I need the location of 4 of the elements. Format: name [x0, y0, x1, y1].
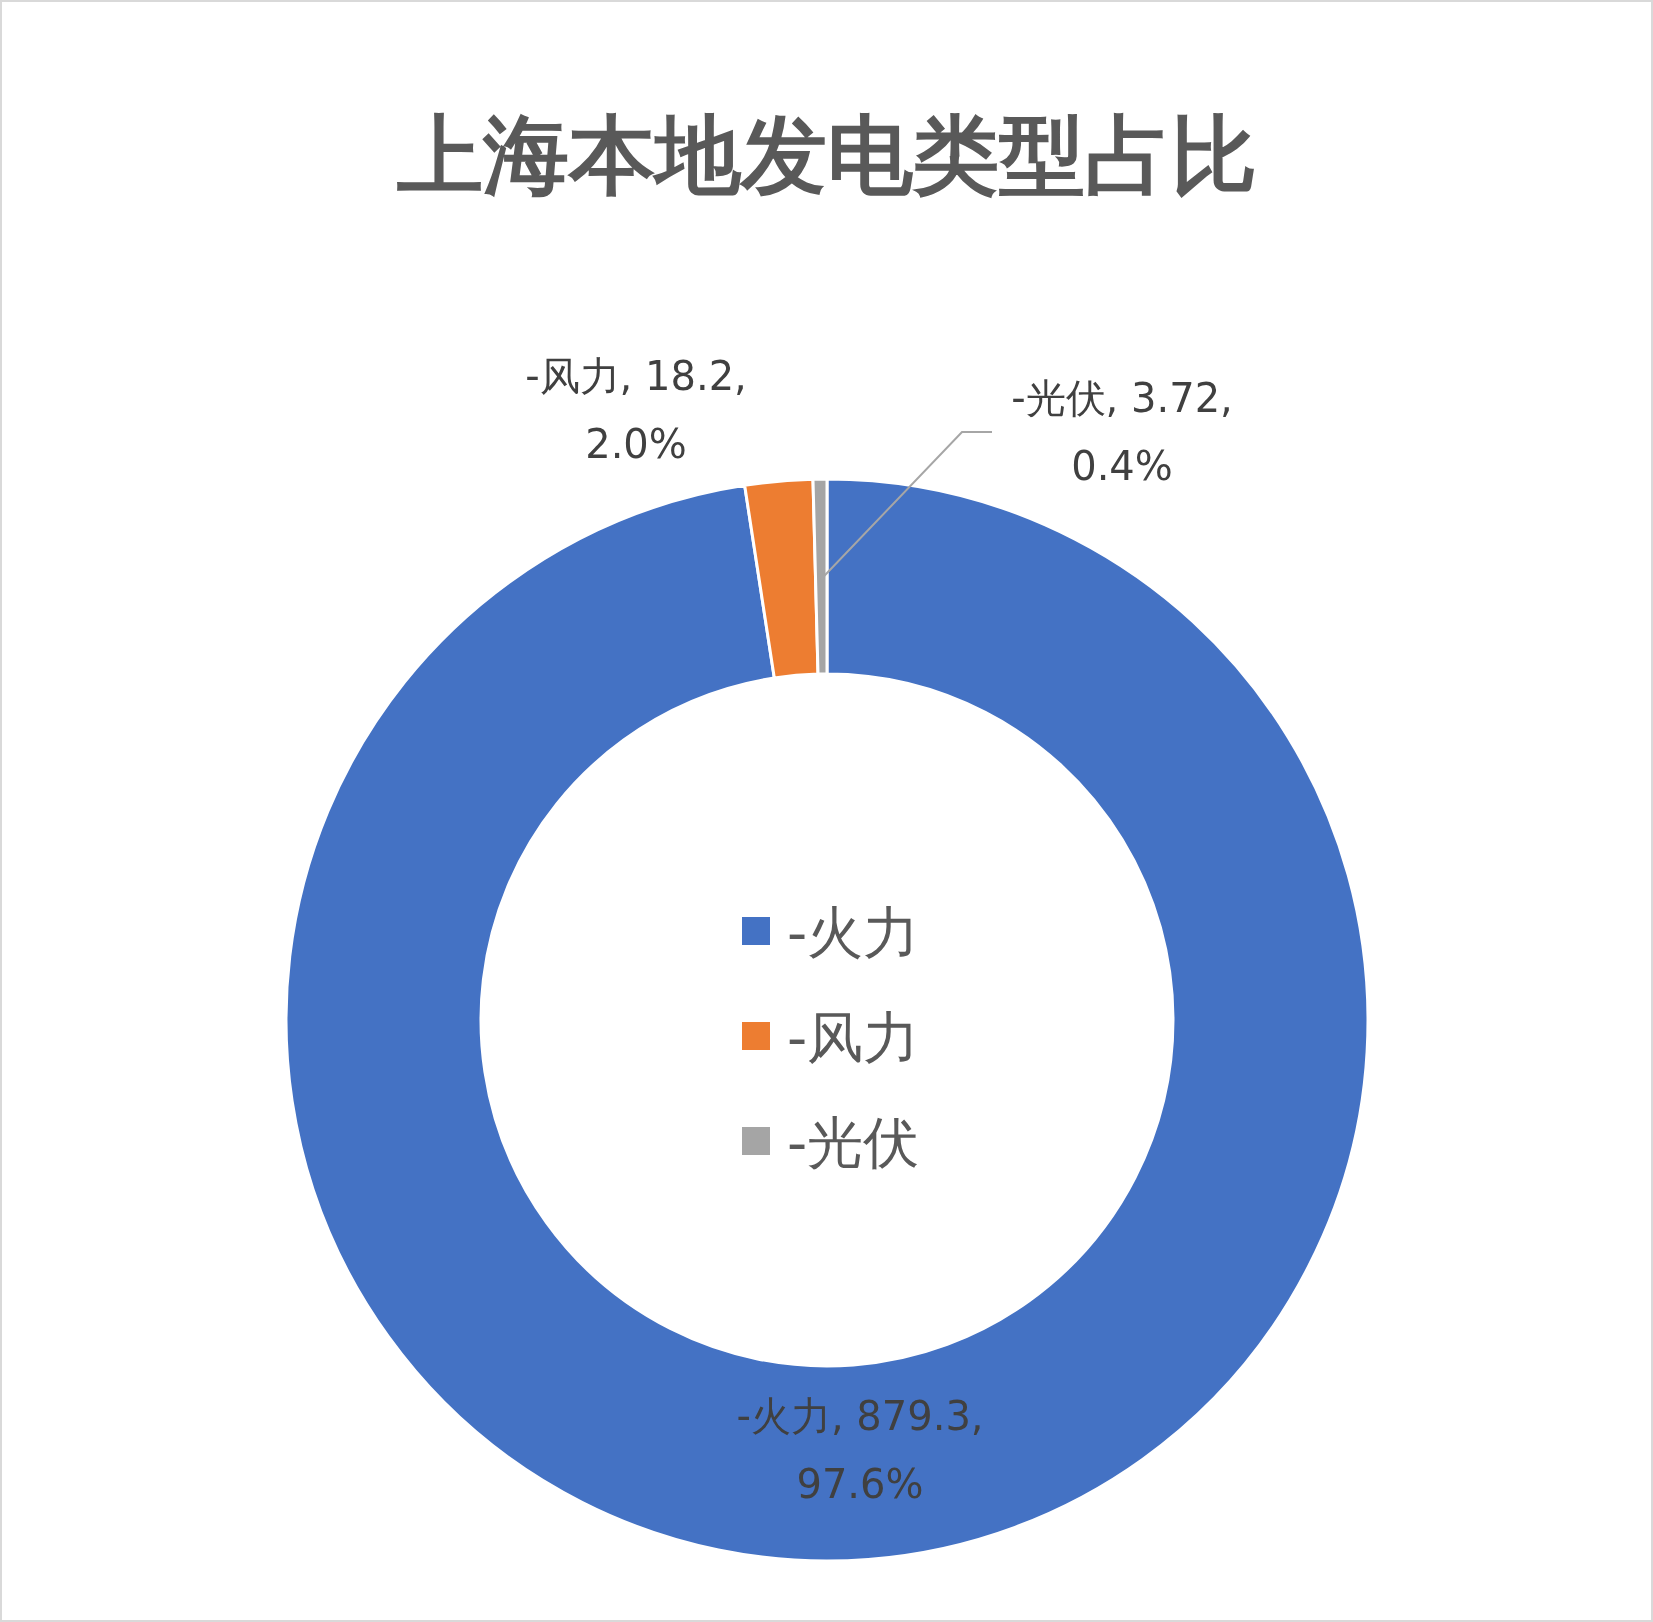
legend-label: -风力 [787, 1005, 920, 1070]
legend-label: -光伏 [787, 1110, 920, 1175]
chart-title: 上海本地发电类型占比 [396, 105, 1257, 205]
legend-label: -火力 [787, 900, 920, 965]
